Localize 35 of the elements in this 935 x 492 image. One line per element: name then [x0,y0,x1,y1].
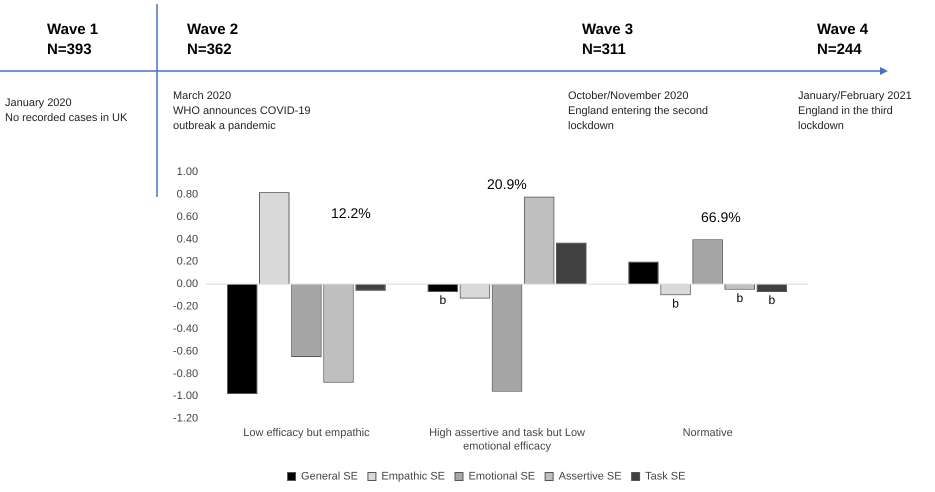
data-label: b [736,291,744,306]
y-tick-label: -0.20 [172,300,198,313]
y-tick-label: -0.60 [172,345,198,358]
text: Wave 1 N=393 [47,20,98,60]
y-tick-label: 0.00 [176,278,198,290]
text: October/November 2020 England entering the second lockdown [568,89,708,134]
text: January 2020 No recorded cases in UK [5,96,128,126]
y-tick-label: 1.00 [176,166,198,178]
y-tick-label: 0.60 [176,210,198,223]
text: January/February 2021 England in the third lockdown [798,89,912,134]
annotation: 12.2% [331,204,371,222]
annotation: 66.9% [701,208,741,226]
data-label: b [768,293,776,308]
x-tick-label: Normative [682,427,733,440]
y-tick-label: -0.40 [172,322,198,335]
legend-label: Empathic SE [381,470,446,483]
y-tick-label: -1.20 [172,412,198,425]
y-tick-label: 0.20 [176,256,198,268]
annotation: 20.9% [487,175,527,193]
x-tick-label: Low efficacy but empathic [243,427,370,440]
data-label: b [439,293,446,308]
legend-label: General SE [301,470,358,483]
legend-label: Emotional SE [468,470,536,483]
text: Wave 2 N=362 [187,20,238,60]
text: March 2020 WHO announces COVID-19 outbreak a pandemic [173,89,311,134]
data-label: b [672,296,680,311]
legend-label: Task SE [645,470,686,483]
legend-label: Assertive SE [558,470,622,483]
y-tick-label: -0.80 [172,368,198,380]
x-tick-label: High assertive and task but Low emotional efficacy [429,427,586,452]
y-tick-label: 0.40 [176,233,198,246]
y-tick-label: 0.80 [176,188,198,200]
text: Wave 4 N=244 [817,20,868,60]
text: Wave 3 N=311 [582,20,634,60]
y-tick-label: -1.00 [172,390,198,402]
